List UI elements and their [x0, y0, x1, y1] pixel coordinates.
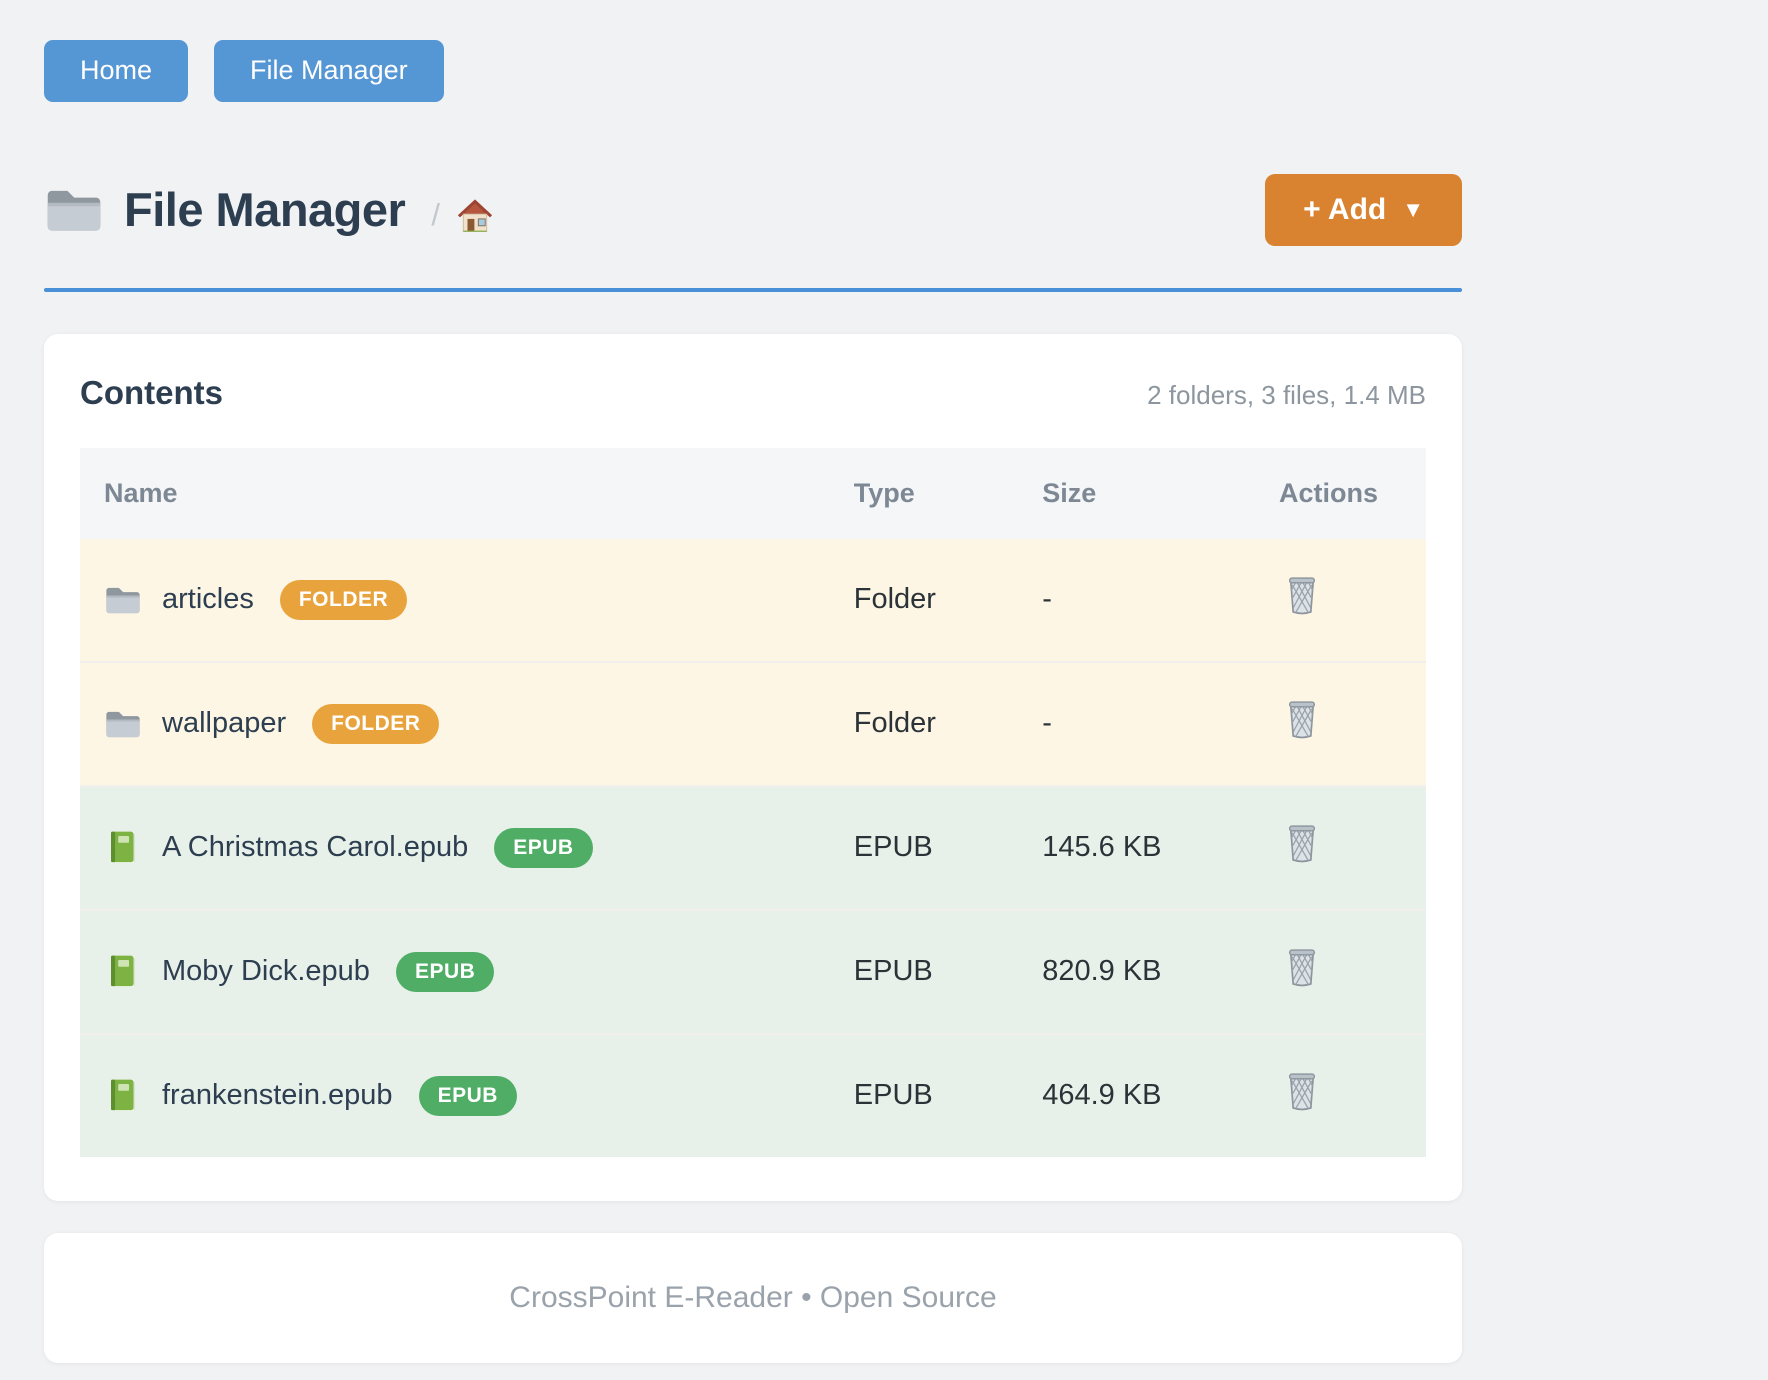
home-nav-button[interactable]: Home — [44, 40, 189, 102]
caret-down-icon: ▼ — [1402, 196, 1424, 222]
file-manager-nav-button[interactable]: File Manager — [214, 40, 444, 102]
table-row: wallpaper FOLDER Folder - — [80, 661, 1426, 786]
contents-card: Contents 2 folders, 3 files, 1.4 MB Name… — [44, 333, 1462, 1201]
column-type: Type — [833, 447, 1023, 539]
column-name: Name — [80, 447, 834, 539]
book-icon — [111, 955, 135, 987]
type-badge: EPUB — [494, 827, 593, 868]
size-cell: - — [1022, 661, 1252, 786]
name-cell: A Christmas Carol.epub EPUB — [100, 827, 814, 868]
name-cell: articles FOLDER — [100, 579, 814, 620]
file-name[interactable]: articles — [162, 583, 254, 616]
book-icon — [111, 1079, 135, 1111]
name-cell: frankenstein.epub EPUB — [100, 1075, 814, 1116]
footer-text: CrossPoint E-Reader • Open Source — [509, 1280, 997, 1314]
size-cell: 820.9 KB — [1022, 909, 1252, 1034]
file-name[interactable]: wallpaper — [162, 707, 287, 740]
name-cell: Moby Dick.epub EPUB — [100, 951, 814, 992]
table-row: Moby Dick.epub EPUB EPUB 820.9 KB — [80, 909, 1426, 1034]
table-row: A Christmas Carol.epub EPUB EPUB 145.6 K… — [80, 785, 1426, 910]
type-cell: EPUB — [833, 785, 1023, 910]
folder-icon — [47, 190, 101, 231]
table-body: articles FOLDER Folder - — [80, 538, 1426, 1157]
type-cell: EPUB — [833, 1033, 1023, 1157]
table-row: frankenstein.epub EPUB EPUB 464.9 KB — [80, 1033, 1426, 1157]
title-underline — [44, 287, 1462, 292]
size-cell: 464.9 KB — [1022, 1033, 1252, 1157]
type-cell: Folder — [833, 661, 1023, 786]
contents-title: Contents — [80, 373, 223, 411]
type-badge: FOLDER — [312, 703, 440, 744]
add-button-label: + Add — [1303, 192, 1387, 226]
size-cell: 145.6 KB — [1022, 785, 1252, 910]
delete-button[interactable] — [1285, 575, 1319, 617]
folder-icon — [106, 587, 140, 613]
file-name[interactable]: A Christmas Carol.epub — [162, 831, 469, 864]
type-badge: EPUB — [395, 951, 495, 992]
file-name[interactable]: frankenstein.epub — [162, 1079, 393, 1112]
type-badge: FOLDER — [279, 579, 408, 620]
column-size: Size — [1022, 447, 1252, 539]
folder-icon — [106, 711, 140, 737]
type-badge: EPUB — [418, 1075, 517, 1116]
name-cell: wallpaper FOLDER — [100, 703, 814, 744]
delete-button[interactable] — [1285, 947, 1319, 989]
page-title: File Manager — [124, 183, 406, 237]
type-cell: Folder — [833, 538, 1023, 662]
footer: CrossPoint E-Reader • Open Source — [44, 1232, 1462, 1363]
contents-header: Contents 2 folders, 3 files, 1.4 MB — [80, 374, 1426, 412]
column-actions: Actions — [1251, 447, 1426, 539]
delete-button[interactable] — [1285, 699, 1319, 741]
add-button[interactable]: + Add ▼ — [1265, 173, 1462, 246]
book-icon — [111, 831, 135, 863]
size-cell: - — [1022, 538, 1252, 662]
table-row: articles FOLDER Folder - — [80, 538, 1426, 662]
type-cell: EPUB — [833, 909, 1023, 1034]
contents-summary: 2 folders, 3 files, 1.4 MB — [1147, 379, 1426, 410]
breadcrumb-separator: / — [431, 196, 440, 232]
file-name[interactable]: Moby Dick.epub — [162, 955, 370, 988]
breadcrumb-home-icon[interactable] — [454, 194, 496, 236]
file-table: Name Type Size Actions — [80, 447, 1426, 1157]
delete-button[interactable] — [1285, 1071, 1319, 1113]
page: Home File Manager File Manager / + Add ▼ — [44, 0, 1462, 1363]
page-header: File Manager / + Add ▼ — [44, 173, 1462, 246]
delete-button[interactable] — [1285, 823, 1319, 865]
table-header: Name Type Size Actions — [80, 447, 1426, 539]
top-nav: Home File Manager — [44, 0, 1462, 102]
